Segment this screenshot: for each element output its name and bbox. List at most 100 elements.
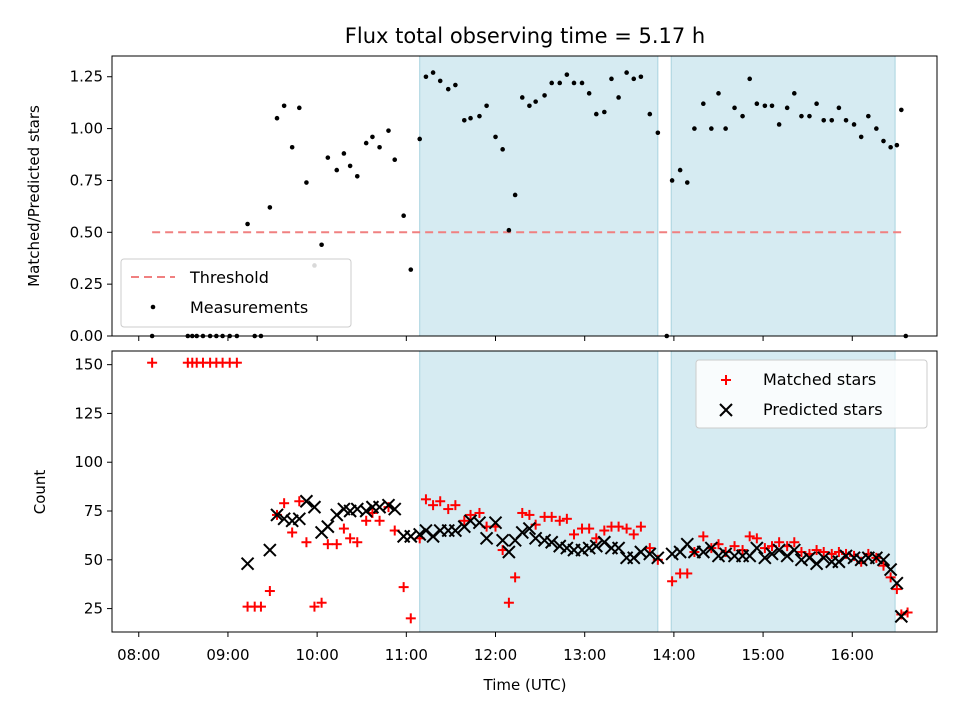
measurement-point: [807, 113, 812, 119]
measurement-point: [417, 136, 423, 142]
predicted-stars-point: [611, 541, 626, 555]
measurement-point: [814, 101, 819, 107]
measurement-point: [894, 142, 900, 148]
measurement-point: [408, 267, 414, 272]
predicted-stars-point: [359, 504, 373, 518]
matched-stars-point: [811, 545, 822, 556]
predicted-stars-point: [794, 553, 809, 567]
matched-stars-point: [554, 515, 565, 526]
x-tick-label: 12:00: [474, 646, 517, 664]
bottom-y-tick-label: 75: [84, 502, 103, 520]
measurement-point: [289, 144, 295, 150]
top-x-ticks: [138, 336, 853, 341]
measurement-point: [542, 93, 547, 98]
matched-stars-point: [316, 597, 327, 608]
measurement-point: [858, 134, 864, 140]
measurement-point: [616, 95, 621, 100]
measurement-point: [401, 213, 406, 219]
top-legend-box: [120, 258, 352, 328]
measurement-point: [437, 78, 443, 84]
measurement-point: [274, 115, 280, 121]
measurement-point: [784, 105, 790, 111]
measurement-point: [829, 117, 835, 123]
top-axes-frame: [111, 55, 938, 337]
x-tick-label: 10:00: [296, 646, 339, 664]
measurement-point: [769, 103, 775, 109]
matched-stars-point: [774, 537, 785, 548]
chart-title: Flux total observing time = 5.17 h: [345, 24, 705, 48]
matched-stars-point: [818, 546, 829, 557]
measurement-point: [564, 72, 570, 77]
measurement-point: [677, 167, 683, 173]
predicted-stars-point: [412, 527, 427, 542]
measurement-point: [899, 107, 904, 113]
top-shaded-spans: [419, 56, 896, 336]
predicted-stars-point: [515, 525, 529, 540]
measurement-point: [647, 111, 653, 117]
matched-stars-point: [503, 597, 514, 608]
measurement-point: [579, 80, 585, 86]
matched-stars-point: [322, 539, 333, 550]
measurement-point: [461, 117, 467, 123]
matched-stars-point: [398, 582, 409, 593]
measurement-point: [709, 126, 714, 131]
measurement-point: [549, 80, 555, 86]
measurement-point: [477, 113, 482, 119]
measurement-point: [484, 103, 489, 109]
matched-stars-point: [279, 498, 290, 509]
legend-matched-label: Matched stars: [763, 370, 876, 389]
predicted-stars-point: [758, 551, 772, 565]
measurement-point: [776, 122, 782, 127]
matched-stars-point: [613, 521, 624, 532]
x-tick-label: 15:00: [741, 646, 784, 664]
matched-stars-point: [147, 357, 158, 368]
x-tick-label: 11:00: [385, 646, 428, 664]
predicted-stars-point: [321, 519, 335, 534]
measurement-point: [586, 91, 592, 96]
matched-stars-point: [294, 496, 305, 507]
matched-stars-point: [524, 509, 535, 520]
bottom-y-tick-label: 150: [74, 356, 103, 374]
measurement-point: [716, 91, 721, 96]
measurement-point: [319, 242, 324, 248]
bottom-y-tick-label: 125: [74, 404, 103, 422]
predicted-stars-point: [765, 547, 779, 561]
matched-stars-point: [450, 500, 461, 511]
measurement-point: [732, 105, 737, 111]
matched-stars-point: [264, 586, 275, 597]
measurement-point: [851, 122, 857, 127]
measurement-point: [512, 192, 518, 198]
measurement-point: [267, 205, 273, 210]
measurement-point: [363, 140, 369, 146]
predicted-stars-point: [876, 553, 891, 567]
bottom-shaded-span: [419, 351, 658, 632]
measurement-point: [325, 155, 331, 160]
measurement-point: [836, 105, 842, 111]
predicted-stars-point: [890, 576, 904, 590]
bottom-y-tick-label: 100: [74, 453, 103, 471]
matched-stars-point: [635, 521, 646, 532]
matched-stars-point: [301, 537, 312, 548]
legend-predicted-swatch: [719, 403, 733, 417]
x-tick-label: 09:00: [206, 646, 249, 664]
x-tick-label: 16:00: [831, 646, 874, 664]
matched-stars-point: [361, 515, 372, 526]
top-y-tick-label: 0.75: [70, 171, 103, 189]
measurement-point: [866, 113, 871, 119]
top-panel: 0.00 0.25 0.50 0.75 1.00 1.25 Matched/Predict…: [25, 55, 938, 345]
predicted-stars-point: [277, 512, 291, 526]
predicted-stars-point: [589, 539, 604, 553]
predicted-stars-point: [488, 516, 503, 530]
matched-stars-point: [374, 515, 385, 526]
top-shaded-span: [671, 56, 896, 336]
measurement-point: [519, 95, 525, 100]
predicted-stars-point: [883, 562, 898, 577]
matched-stars-point: [255, 601, 266, 612]
predicted-stars-point: [472, 516, 487, 530]
bottom-y-tick-label: 50: [84, 551, 103, 569]
measurement-point: [557, 80, 563, 86]
matched-stars-point: [599, 525, 610, 536]
measurement-point: [655, 130, 661, 136]
matched-stars-point: [338, 523, 349, 534]
